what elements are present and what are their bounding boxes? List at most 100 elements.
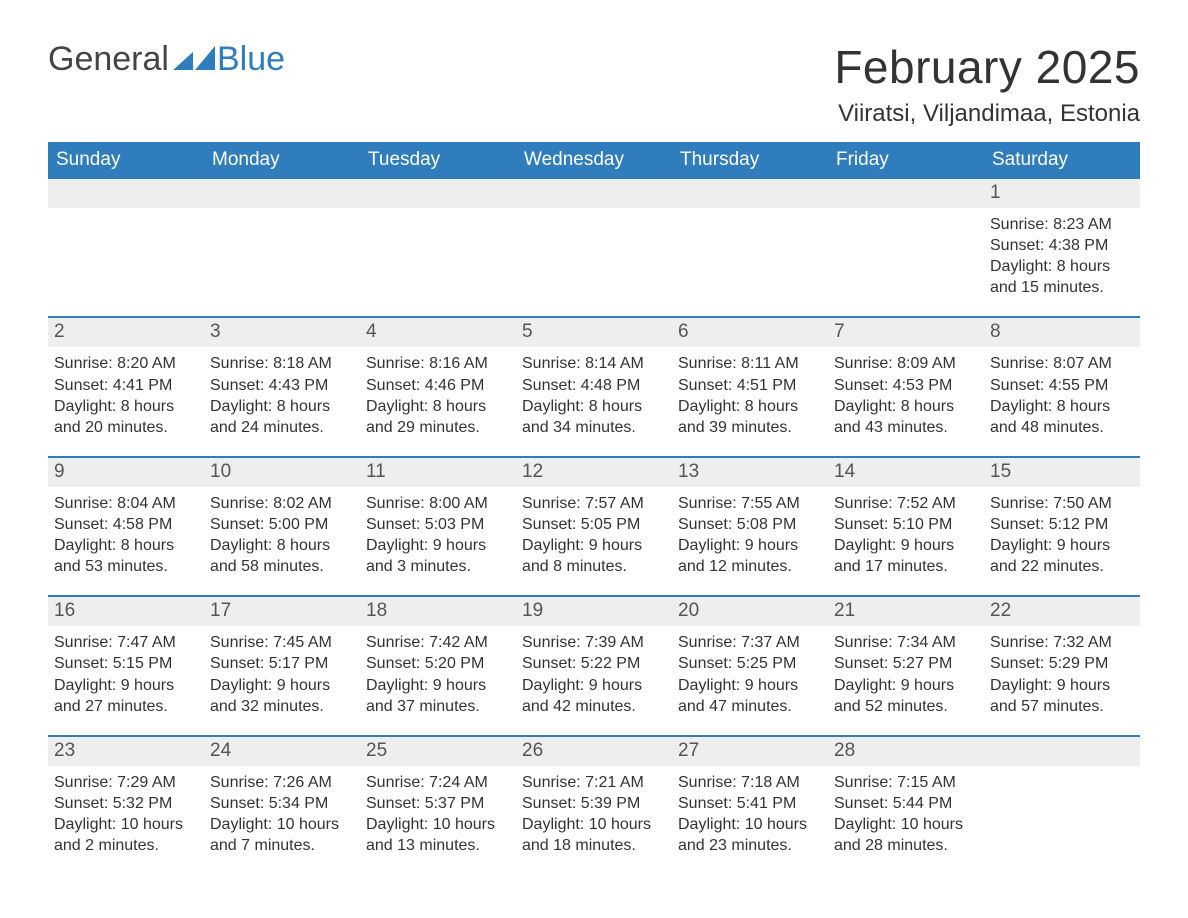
sunrise-text: Sunrise: 8:23 AM	[990, 214, 1134, 235]
daylight-line2: and 15 minutes.	[990, 277, 1134, 298]
date-number: 26	[516, 737, 672, 766]
sunset-text: Sunset: 5:17 PM	[210, 653, 354, 674]
sunset-text: Sunset: 4:43 PM	[210, 375, 354, 396]
sunset-text: Sunset: 4:55 PM	[990, 375, 1134, 396]
sunset-text: Sunset: 4:41 PM	[54, 375, 198, 396]
sunset-text: Sunset: 5:25 PM	[678, 653, 822, 674]
sunset-text: Sunset: 5:39 PM	[522, 793, 666, 814]
date-number: 10	[204, 458, 360, 487]
day-cell: Sunrise: 7:32 AMSunset: 5:29 PMDaylight:…	[984, 626, 1140, 716]
sunset-text: Sunset: 4:51 PM	[678, 375, 822, 396]
date-number: 15	[984, 458, 1140, 487]
sunrise-text: Sunrise: 7:18 AM	[678, 772, 822, 793]
day-header-sun: Sunday	[48, 142, 204, 179]
daylight-line1: Daylight: 10 hours	[522, 814, 666, 835]
week-row: 1Sunrise: 8:23 AMSunset: 4:38 PMDaylight…	[48, 179, 1140, 298]
daylight-line2: and 39 minutes.	[678, 417, 822, 438]
day-header-thu: Thursday	[672, 142, 828, 179]
sunrise-text: Sunrise: 8:16 AM	[366, 353, 510, 374]
day-cell	[672, 208, 828, 298]
sunset-text: Sunset: 5:32 PM	[54, 793, 198, 814]
day-cell	[516, 208, 672, 298]
daylight-line1: Daylight: 10 hours	[366, 814, 510, 835]
daylight-line2: and 27 minutes.	[54, 696, 198, 717]
daylight-line2: and 28 minutes.	[834, 835, 978, 856]
day-cell: Sunrise: 8:14 AMSunset: 4:48 PMDaylight:…	[516, 347, 672, 437]
title-block: February 2025 Viiratsi, Viljandimaa, Est…	[834, 40, 1140, 128]
day-cell: Sunrise: 8:11 AMSunset: 4:51 PMDaylight:…	[672, 347, 828, 437]
date-number: 25	[360, 737, 516, 766]
sunrise-text: Sunrise: 7:37 AM	[678, 632, 822, 653]
sunrise-text: Sunrise: 8:04 AM	[54, 493, 198, 514]
day-cell: Sunrise: 8:02 AMSunset: 5:00 PMDaylight:…	[204, 487, 360, 577]
day-cell: Sunrise: 7:42 AMSunset: 5:20 PMDaylight:…	[360, 626, 516, 716]
day-header-fri: Friday	[828, 142, 984, 179]
day-cell: Sunrise: 7:39 AMSunset: 5:22 PMDaylight:…	[516, 626, 672, 716]
day-cell: Sunrise: 7:15 AMSunset: 5:44 PMDaylight:…	[828, 766, 984, 856]
date-number	[984, 737, 1140, 766]
day-header-row: Sunday Monday Tuesday Wednesday Thursday…	[48, 142, 1140, 179]
daylight-line1: Daylight: 8 hours	[522, 396, 666, 417]
date-number: 24	[204, 737, 360, 766]
daylight-line2: and 47 minutes.	[678, 696, 822, 717]
date-number: 21	[828, 597, 984, 626]
day-cell: Sunrise: 7:24 AMSunset: 5:37 PMDaylight:…	[360, 766, 516, 856]
daylight-line1: Daylight: 8 hours	[678, 396, 822, 417]
daylight-line2: and 23 minutes.	[678, 835, 822, 856]
sunset-text: Sunset: 5:12 PM	[990, 514, 1134, 535]
daylight-line1: Daylight: 10 hours	[210, 814, 354, 835]
daylight-line2: and 37 minutes.	[366, 696, 510, 717]
day-cell: Sunrise: 7:57 AMSunset: 5:05 PMDaylight:…	[516, 487, 672, 577]
daylight-line1: Daylight: 9 hours	[678, 675, 822, 696]
date-number: 5	[516, 318, 672, 347]
daylight-line1: Daylight: 9 hours	[54, 675, 198, 696]
day-cell: Sunrise: 8:07 AMSunset: 4:55 PMDaylight:…	[984, 347, 1140, 437]
daylight-line2: and 48 minutes.	[990, 417, 1134, 438]
date-number: 13	[672, 458, 828, 487]
sunrise-text: Sunrise: 7:29 AM	[54, 772, 198, 793]
daylight-line2: and 29 minutes.	[366, 417, 510, 438]
sunrise-text: Sunrise: 7:24 AM	[366, 772, 510, 793]
date-number: 3	[204, 318, 360, 347]
date-number: 16	[48, 597, 204, 626]
date-number: 18	[360, 597, 516, 626]
daylight-line2: and 52 minutes.	[834, 696, 978, 717]
day-header-wed: Wednesday	[516, 142, 672, 179]
day-cell: Sunrise: 7:47 AMSunset: 5:15 PMDaylight:…	[48, 626, 204, 716]
sunrise-text: Sunrise: 7:57 AM	[522, 493, 666, 514]
month-title: February 2025	[834, 40, 1140, 94]
sunset-text: Sunset: 5:27 PM	[834, 653, 978, 674]
daylight-line2: and 24 minutes.	[210, 417, 354, 438]
daylight-line2: and 53 minutes.	[54, 556, 198, 577]
date-number: 1	[984, 179, 1140, 208]
daylight-line2: and 20 minutes.	[54, 417, 198, 438]
sunset-text: Sunset: 5:03 PM	[366, 514, 510, 535]
sunset-text: Sunset: 4:38 PM	[990, 235, 1134, 256]
date-number: 9	[48, 458, 204, 487]
date-number: 11	[360, 458, 516, 487]
daylight-line2: and 32 minutes.	[210, 696, 354, 717]
week-row: 16171819202122Sunrise: 7:47 AMSunset: 5:…	[48, 595, 1140, 716]
daylight-line1: Daylight: 9 hours	[834, 535, 978, 556]
day-header-mon: Monday	[204, 142, 360, 179]
day-cell: Sunrise: 7:18 AMSunset: 5:41 PMDaylight:…	[672, 766, 828, 856]
sunset-text: Sunset: 5:37 PM	[366, 793, 510, 814]
sunset-text: Sunset: 4:53 PM	[834, 375, 978, 396]
daylight-line2: and 3 minutes.	[366, 556, 510, 577]
logo-text-1: General	[48, 40, 169, 79]
day-cell: Sunrise: 7:26 AMSunset: 5:34 PMDaylight:…	[204, 766, 360, 856]
day-cell: Sunrise: 8:23 AMSunset: 4:38 PMDaylight:…	[984, 208, 1140, 298]
daylight-line2: and 18 minutes.	[522, 835, 666, 856]
date-number	[828, 179, 984, 208]
sunrise-text: Sunrise: 8:00 AM	[366, 493, 510, 514]
location: Viiratsi, Viljandimaa, Estonia	[834, 100, 1140, 128]
sunset-text: Sunset: 5:05 PM	[522, 514, 666, 535]
date-number	[360, 179, 516, 208]
daylight-line2: and 12 minutes.	[678, 556, 822, 577]
day-header-sat: Saturday	[984, 142, 1140, 179]
week-row: 232425262728Sunrise: 7:29 AMSunset: 5:32…	[48, 735, 1140, 856]
date-number: 27	[672, 737, 828, 766]
sunset-text: Sunset: 5:20 PM	[366, 653, 510, 674]
daylight-line1: Daylight: 8 hours	[834, 396, 978, 417]
sunrise-text: Sunrise: 8:02 AM	[210, 493, 354, 514]
